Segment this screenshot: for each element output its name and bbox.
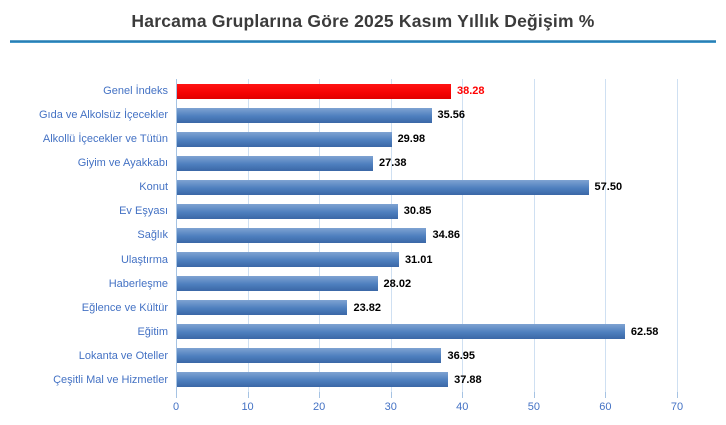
bar [177, 228, 427, 243]
category-label: Ev Eşyası [119, 205, 168, 218]
x-tick-0 [176, 392, 177, 398]
bar [177, 203, 398, 219]
x-tick-10 [247, 392, 249, 398]
bar [177, 83, 451, 99]
x-tick-30 [390, 392, 392, 398]
x-tick-50 [533, 392, 535, 398]
gridline-60 [605, 79, 607, 392]
category-label: Ulaştırma [120, 253, 168, 266]
x-tick-label-10: 10 [241, 401, 254, 413]
bar [177, 131, 392, 147]
bar [177, 252, 399, 268]
value-label: 23.82 [353, 301, 381, 314]
title-underline [10, 40, 716, 43]
x-tick-label-70: 70 [670, 401, 684, 413]
category-label: Lokanta ve Oteller [78, 349, 168, 362]
value-label: 36.95 [447, 349, 475, 362]
bar [177, 107, 432, 123]
category-label: Sağlık [137, 229, 168, 242]
value-label: 28.02 [383, 277, 412, 290]
x-tick-label-0: 0 [172, 401, 180, 413]
value-label: 29.98 [397, 133, 426, 146]
category-label: Eğlence ve Kültür [81, 301, 168, 314]
bar [177, 324, 625, 340]
bar [177, 348, 442, 364]
value-label: 27.38 [378, 157, 407, 170]
value-label: 31.01 [404, 253, 433, 266]
category-label: Çeşitli Mal ve Hizmetler [53, 373, 168, 386]
x-tick-label-20: 20 [313, 401, 326, 413]
x-tick-40 [462, 392, 464, 398]
value-label: 57.50 [594, 181, 623, 194]
category-label: Konut [139, 181, 168, 194]
gridline-70 [677, 79, 678, 392]
bar [177, 276, 378, 292]
x-tick-20 [319, 392, 321, 398]
value-label: 34.86 [432, 229, 461, 242]
gridline-40 [462, 79, 464, 392]
value-label: 38.28 [456, 85, 485, 97]
category-label: Eğitim [137, 325, 168, 338]
chart-title: Harcama Gruplarına Göre 2025 Kasım Yıllı… [131, 11, 595, 31]
category-label: Haberleşme [108, 277, 168, 290]
x-tick-label-40: 40 [456, 401, 469, 413]
x-tick-label-60: 60 [599, 401, 612, 413]
gridline-50 [533, 79, 535, 392]
value-label: 30.85 [403, 205, 432, 218]
category-label: Giyim ve Ayakkabı [77, 157, 168, 170]
x-tick-70 [677, 392, 678, 398]
category-label: Genel İndeks [103, 85, 168, 97]
category-axis-line [176, 79, 177, 392]
category-label: Gıda ve Alkolsüz İçecekler [38, 109, 168, 122]
value-label: 37.88 [454, 373, 482, 386]
x-tick-label-50: 50 [527, 401, 540, 413]
bar [177, 155, 373, 171]
x-tick-label-30: 30 [384, 401, 397, 413]
category-label: Alkollü İçecekler ve Tütün [42, 133, 168, 146]
x-tick-60 [605, 392, 607, 398]
bar [177, 372, 449, 388]
value-label: 35.56 [437, 109, 466, 122]
value-label: 62.58 [630, 325, 659, 338]
bar [177, 179, 589, 195]
bar [177, 300, 348, 316]
